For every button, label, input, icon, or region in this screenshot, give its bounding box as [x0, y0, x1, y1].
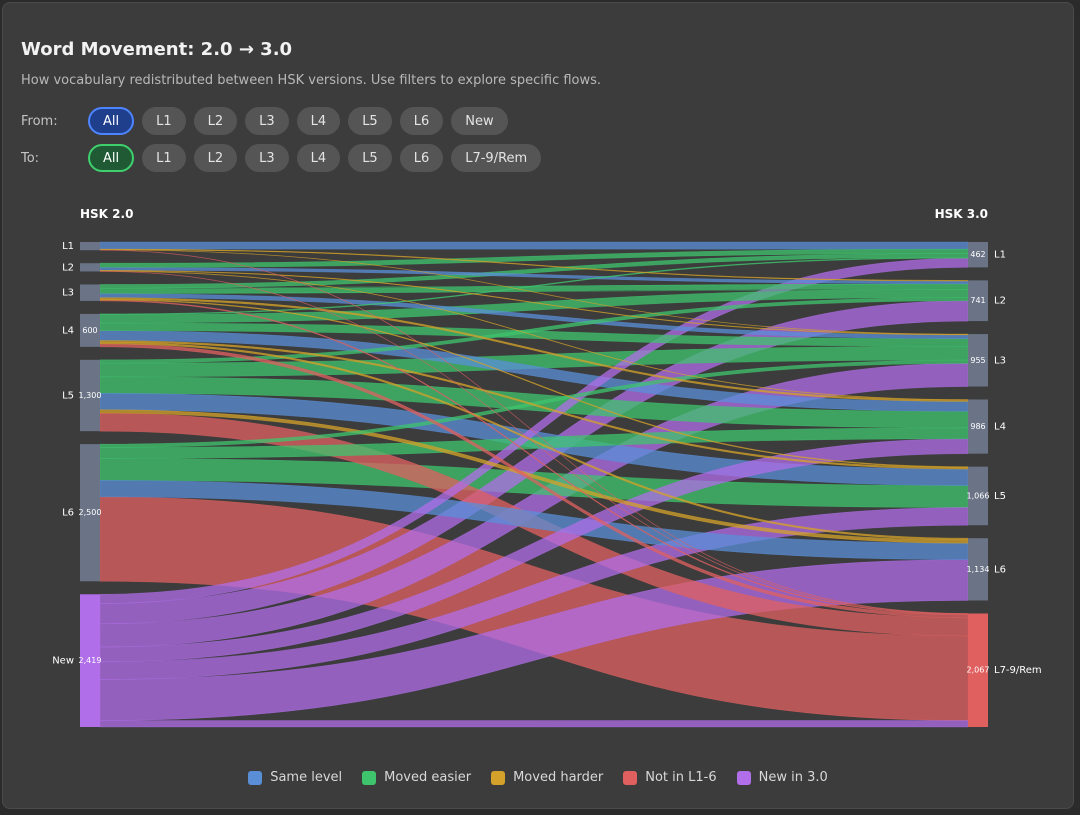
legend-swatch-new [736, 770, 751, 785]
left-node-label-new: New [52, 656, 74, 667]
from-chip-l4[interactable]: L4 [296, 107, 341, 135]
left-axis-title: HSK 2.0 [80, 207, 133, 221]
left-node-value-new: 2,419 [79, 656, 102, 665]
legend-item-notin[interactable]: Not in L1-6 [623, 770, 717, 785]
left-node-value-l5: 1,300 [79, 391, 102, 400]
flow-New-to-L3[interactable] [99, 363, 969, 648]
to-chip-l1[interactable]: L1 [142, 144, 186, 172]
right-node-l5[interactable] [968, 466, 988, 526]
right-node-value-l5: 1,066 [967, 491, 990, 500]
chart-subtitle: How vocabulary redistributed between HSK… [21, 73, 602, 88]
right-node-value-l3: 955 [970, 356, 985, 365]
from-chip-l5[interactable]: L5 [348, 107, 392, 135]
to-chip-l5[interactable]: L5 [348, 144, 392, 172]
legend: Same level Moved easier Moved harder Not… [0, 770, 1076, 785]
left-node-l1[interactable] [80, 242, 100, 251]
to-chip-l2[interactable]: L2 [193, 144, 238, 172]
right-node-l1[interactable] [968, 242, 988, 268]
right-node-l6[interactable] [968, 538, 988, 601]
right-node-value-l7-9-rem: 2,067 [967, 666, 990, 675]
legend-swatch-harder [491, 770, 506, 785]
right-node-value-l1: 462 [970, 250, 985, 259]
from-filter-row: From: All L1 L2 L3 L4 L5 L6 New [21, 106, 516, 136]
to-chip-all[interactable]: All [88, 144, 135, 172]
legend-label-same: Same level [270, 770, 343, 785]
left-node-l2[interactable] [80, 263, 100, 272]
to-chip-l3[interactable]: L3 [245, 144, 289, 172]
right-node-label-l3: L3 [994, 355, 1006, 366]
to-chip-l7-9-rem[interactable]: L7-9/Rem [451, 144, 542, 172]
from-chip-l6[interactable]: L6 [399, 107, 444, 135]
left-node-label-l4: L4 [62, 325, 74, 336]
right-node-label-l1: L1 [994, 250, 1006, 261]
legend-swatch-easier [362, 770, 377, 785]
from-chip-l1[interactable]: L1 [142, 107, 186, 135]
flow-L1-to-L1[interactable] [99, 241, 969, 250]
sankey-chart: L1 L2 L3 L4 600 L5 1,300 L6 2,500 New 2,419 L1 462 L2… [52, 207, 1042, 728]
flow-New-to-L7-9/Rem[interactable] [99, 720, 969, 728]
right-node-value-l2: 741 [970, 296, 985, 305]
left-node-value-l4: 600 [82, 326, 97, 335]
to-filter-row: To: All L1 L2 L3 L4 L5 L6 L7-9/Rem [21, 143, 549, 173]
right-node-l3[interactable] [968, 334, 988, 387]
legend-label-notin: Not in L1-6 [645, 770, 717, 785]
left-node-new[interactable] [80, 594, 100, 727]
legend-label-harder: Moved harder [513, 770, 604, 785]
right-node-label-l6: L6 [994, 564, 1006, 575]
chart-title: Word Movement: 2.0 → 3.0 [21, 39, 293, 60]
right-node-label-l4: L4 [994, 422, 1006, 433]
from-filter-label: From: [21, 113, 58, 129]
right-axis-title: HSK 3.0 [935, 207, 988, 221]
to-filter-label: To: [21, 150, 40, 166]
right-node-label-l5: L5 [994, 491, 1006, 502]
legend-item-new[interactable]: New in 3.0 [736, 770, 828, 785]
legend-label-easier: Moved easier [384, 770, 472, 785]
left-node-l4[interactable] [80, 313, 100, 347]
legend-label-new: New in 3.0 [758, 770, 828, 785]
to-chip-l6[interactable]: L6 [399, 144, 444, 172]
nodes-layer: L1 L2 L3 L4 600 L5 1,300 L6 2,500 New 2,419 L1 462 L2… [52, 241, 1042, 727]
right-node-value-l4: 986 [970, 422, 985, 431]
right-node-l4[interactable] [968, 399, 988, 454]
left-node-l3[interactable] [80, 284, 100, 301]
left-node-label-l3: L3 [62, 288, 74, 299]
left-node-value-l6: 2,500 [79, 508, 102, 517]
legend-item-same[interactable]: Same level [248, 770, 342, 785]
left-node-label-l2: L2 [62, 262, 74, 273]
from-chip-all[interactable]: All [88, 107, 135, 135]
to-chip-l4[interactable]: L4 [296, 144, 341, 172]
right-node-label-l7-9-rem: L7-9/Rem [994, 665, 1042, 676]
right-node-value-l6: 1,134 [967, 565, 990, 574]
legend-swatch-same [248, 770, 263, 785]
flows-layer [99, 241, 969, 728]
from-chip-l2[interactable]: L2 [193, 107, 238, 135]
left-node-label-l5: L5 [62, 390, 74, 401]
flow-New-to-L2[interactable] [99, 300, 969, 625]
right-node-l2[interactable] [968, 280, 988, 322]
from-chip-new[interactable]: New [451, 107, 508, 135]
legend-item-easier[interactable]: Moved easier [362, 770, 471, 785]
legend-swatch-notin [623, 770, 638, 785]
left-node-l6[interactable] [80, 444, 100, 582]
left-node-l5[interactable] [80, 359, 100, 432]
legend-item-harder[interactable]: Moved harder [491, 770, 603, 785]
left-node-label-l6: L6 [62, 508, 74, 519]
right-node-label-l2: L2 [994, 296, 1006, 307]
right-node-l7-9-rem[interactable] [968, 613, 988, 727]
from-chip-l3[interactable]: L3 [245, 107, 289, 135]
left-node-label-l1: L1 [62, 241, 74, 252]
